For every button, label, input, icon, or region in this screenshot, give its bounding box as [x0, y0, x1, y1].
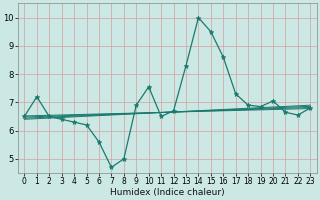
X-axis label: Humidex (Indice chaleur): Humidex (Indice chaleur) [110, 188, 225, 197]
